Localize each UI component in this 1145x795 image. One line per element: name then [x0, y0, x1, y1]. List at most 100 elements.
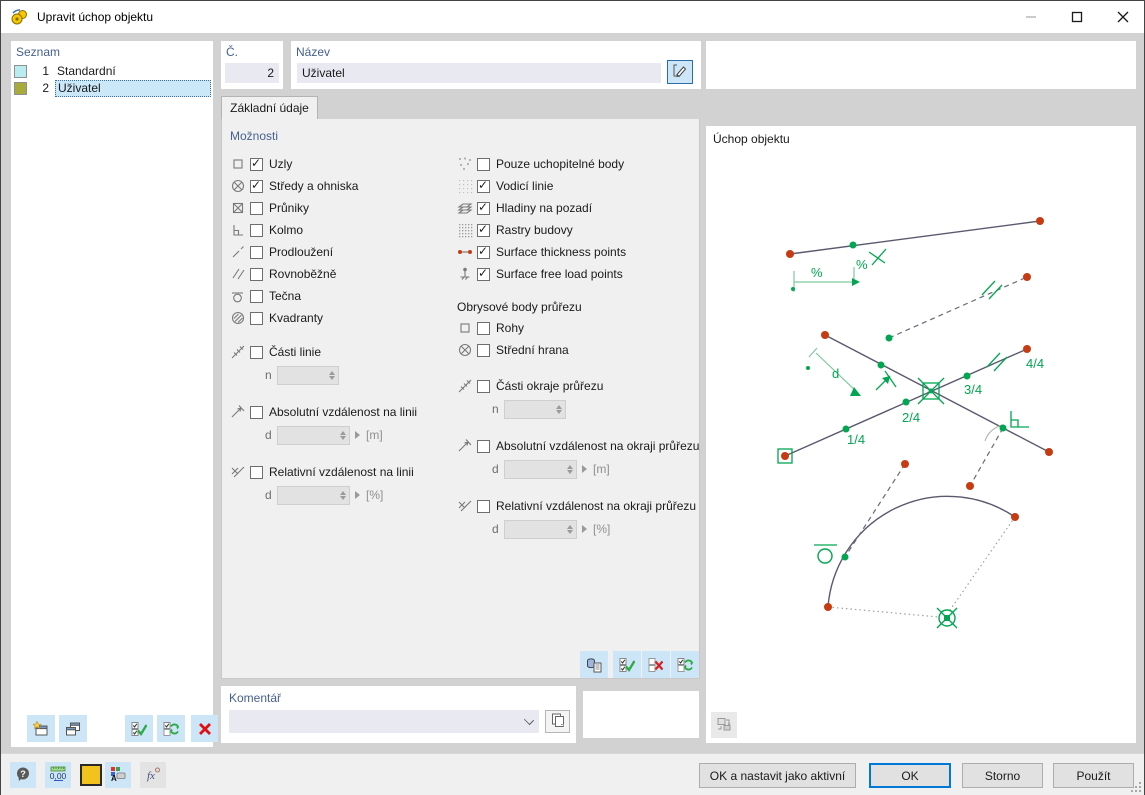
copy-settings-button[interactable] [580, 651, 608, 678]
spinner-down-icon[interactable] [340, 495, 346, 500]
checkbox[interactable] [477, 178, 490, 193]
checkbox-label: Prodloužení [269, 245, 334, 259]
checkbox[interactable] [477, 379, 490, 393]
checkbox-label: Vodicí linie [496, 179, 554, 193]
spinner-down-icon[interactable] [567, 529, 573, 534]
checkbox[interactable] [250, 267, 263, 281]
param-value-field[interactable] [277, 425, 350, 445]
deselect-all-button[interactable] [642, 651, 670, 678]
number-field[interactable]: 2 [225, 63, 279, 83]
checkbox[interactable] [250, 289, 263, 303]
checkbox[interactable] [477, 439, 490, 453]
rename-button[interactable] [667, 60, 693, 84]
units-button[interactable]: 0,00 [45, 762, 71, 788]
spinner-down-icon[interactable] [340, 435, 346, 440]
checkbox[interactable] [477, 157, 490, 171]
checkbox[interactable] [477, 200, 490, 215]
checkbox[interactable] [250, 405, 263, 419]
preview-rotate-button[interactable] [711, 712, 737, 738]
advance-arrow-icon[interactable] [355, 431, 360, 439]
param-value-field[interactable] [504, 519, 577, 539]
invert-check-icon [163, 721, 179, 737]
maximize-button[interactable] [1054, 1, 1100, 33]
checkbox-label: Rastry budovy [496, 223, 573, 237]
checkbox[interactable] [477, 244, 490, 259]
snap-option-row: Relativní vzdálenost na okraji průřezu [457, 495, 699, 517]
invert-selection-button[interactable] [671, 651, 699, 678]
checkbox[interactable] [250, 156, 263, 171]
copy-item-icon [65, 721, 81, 737]
param-value-field[interactable] [277, 365, 339, 385]
checkbox-label: Části okraje průřezu [496, 379, 604, 393]
snap-option-row: Surface thickness points [457, 241, 697, 263]
formula-button[interactable]: fx [140, 762, 166, 788]
spinner-up-icon[interactable] [567, 524, 573, 529]
snap-option-row: Průniky [230, 197, 440, 219]
chevron-down-icon [523, 714, 535, 726]
options-heading: Možnosti [230, 129, 279, 143]
name-field[interactable]: Uživatel [297, 63, 661, 83]
advance-arrow-icon[interactable] [582, 465, 587, 473]
spinner-down-icon[interactable] [556, 409, 562, 414]
checkbox-label: Středy a ohniska [269, 179, 359, 193]
invert-check-button[interactable] [157, 715, 185, 742]
checkbox[interactable] [477, 499, 490, 513]
preview-heading: Úchop objektu [713, 132, 790, 146]
checkbox[interactable] [250, 345, 263, 359]
list-item[interactable]: 2 Uživatel [11, 80, 213, 97]
edit-pencil-icon [672, 63, 688, 82]
advance-arrow-icon[interactable] [582, 525, 587, 533]
snap-params-right: Části okraje průřezu n Absolutní vzdálenos… [457, 375, 699, 555]
checkbox-label: Střední hrana [496, 343, 569, 357]
comment-copy-button[interactable] [545, 710, 570, 733]
new-item-button[interactable] [27, 715, 55, 742]
checkbox[interactable] [250, 178, 263, 193]
checkbox[interactable] [250, 245, 263, 259]
background-layers-icon [457, 200, 473, 216]
close-button[interactable] [1100, 1, 1145, 33]
cancel-button[interactable]: Storno [962, 763, 1043, 788]
checkbox[interactable] [477, 321, 490, 335]
spinner-up-icon[interactable] [340, 430, 346, 435]
color-swatch-button[interactable] [80, 764, 102, 786]
check-all-button[interactable] [125, 715, 153, 742]
display-properties-button[interactable]: A [105, 762, 131, 788]
delete-item-button[interactable] [191, 715, 218, 742]
abs-distance-icon [457, 438, 473, 454]
checkbox[interactable] [250, 465, 263, 479]
apply-button[interactable]: Použít [1053, 763, 1134, 788]
snap-option-row: Středy a ohniska [230, 175, 440, 197]
param-value-field[interactable] [504, 459, 577, 479]
copy-item-button[interactable] [59, 715, 87, 742]
help-button[interactable]: ? [10, 762, 36, 788]
spinner-up-icon[interactable] [340, 490, 346, 495]
checkbox[interactable] [250, 311, 263, 325]
fx-icon: fx [145, 766, 161, 785]
checkbox[interactable] [477, 222, 490, 237]
line-parts-icon [230, 344, 246, 360]
list-item[interactable]: 1 Standardní [11, 63, 213, 80]
ok-set-active-button[interactable]: OK a nastavit jako aktivní [699, 763, 856, 788]
snap-option-row: Kvadranty [230, 307, 440, 329]
checkbox[interactable] [477, 266, 490, 281]
param-value-field[interactable] [504, 399, 566, 419]
tab-basic-data[interactable]: Základní údaje [221, 96, 318, 119]
spinner-up-icon[interactable] [556, 404, 562, 409]
checkbox[interactable] [250, 201, 263, 215]
checkbox[interactable] [250, 223, 263, 237]
intersection-icon [230, 200, 246, 216]
param-value-field[interactable] [277, 485, 350, 505]
spinner-down-icon[interactable] [329, 375, 335, 380]
ok-button[interactable]: OK [869, 763, 951, 788]
resize-grip[interactable] [1130, 781, 1142, 793]
select-all-button[interactable] [613, 651, 641, 678]
comment-combobox[interactable] [229, 710, 539, 733]
minimize-button[interactable] [1008, 1, 1054, 33]
advance-arrow-icon[interactable] [355, 491, 360, 499]
options-page: Možnosti Uzly Středy a ohniska Průniky Kolm… [221, 119, 700, 679]
spinner-down-icon[interactable] [567, 469, 573, 474]
spinner-up-icon[interactable] [567, 464, 573, 469]
spinner-up-icon[interactable] [329, 370, 335, 375]
checkbox[interactable] [477, 343, 490, 357]
snap-options-right: Pouze uchopitelné body Vodicí linie Hladin… [457, 153, 697, 361]
